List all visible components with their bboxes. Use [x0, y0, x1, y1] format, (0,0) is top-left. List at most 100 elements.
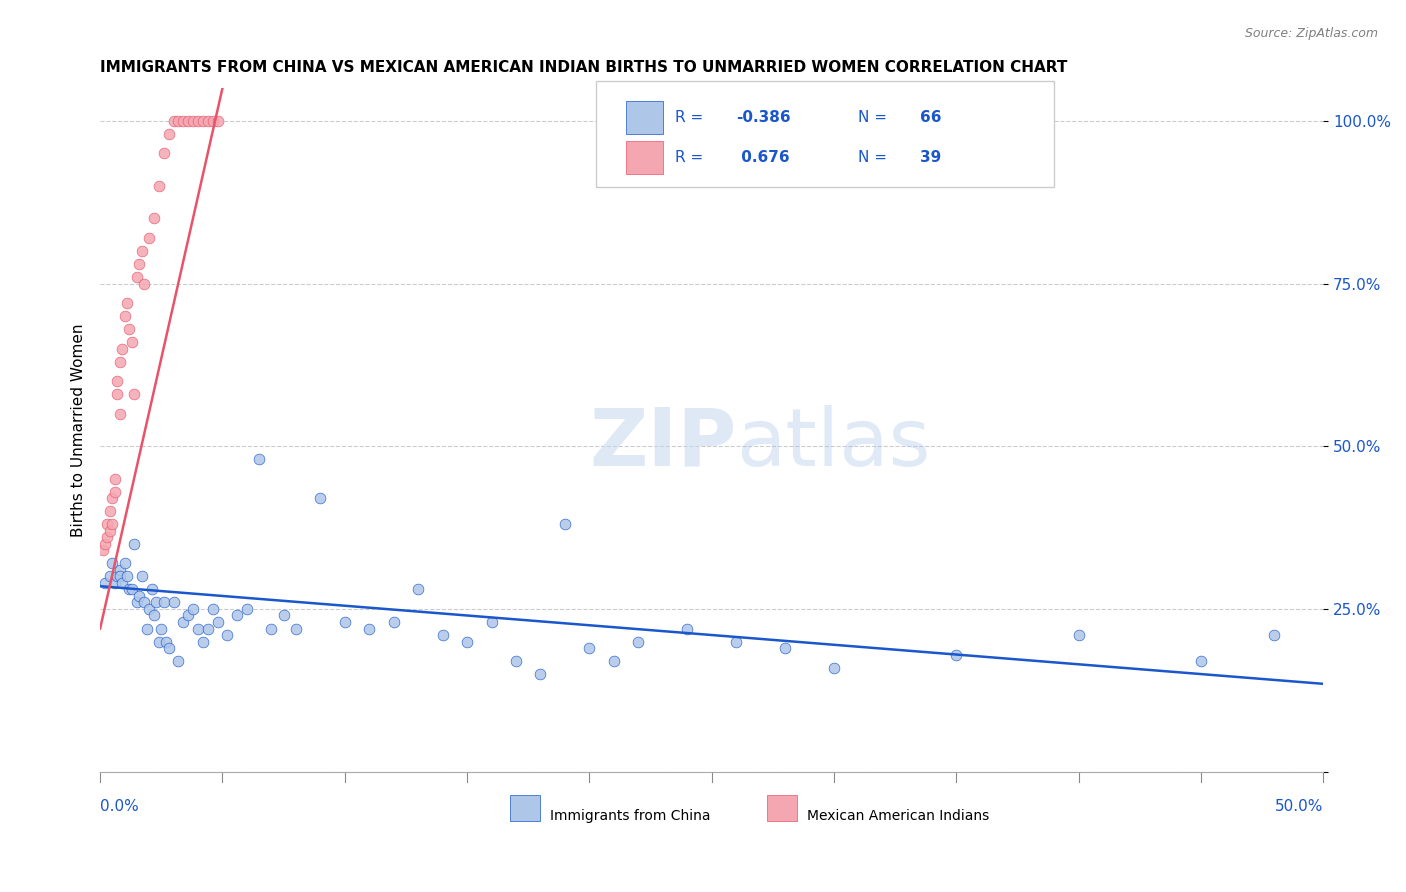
Point [676, 622, 699, 636]
Point [167, 113, 190, 128]
Point [456, 634, 478, 648]
Text: 39: 39 [920, 150, 941, 165]
Point [187, 622, 209, 636]
Point [105, 387, 128, 401]
Point [359, 622, 381, 636]
Bar [766, 795, 797, 821]
Text: 66: 66 [920, 110, 941, 125]
Point [197, 622, 219, 636]
Point [148, 634, 170, 648]
Point [150, 622, 173, 636]
Point [162, 595, 184, 609]
Text: R =: R = [675, 110, 709, 125]
Point [134, 595, 156, 609]
Point [1263, 628, 1285, 642]
Text: Immigrants from China: Immigrants from China [550, 809, 711, 823]
Point [128, 257, 150, 271]
Point [603, 654, 626, 668]
Point [207, 615, 229, 629]
Point [260, 622, 283, 636]
Text: N =: N = [859, 110, 893, 125]
Point [529, 667, 551, 681]
Point [94, 576, 117, 591]
Point [108, 354, 131, 368]
Point [138, 231, 160, 245]
Point [138, 602, 160, 616]
Point [98, 524, 121, 538]
Point [155, 634, 177, 648]
Point [115, 569, 138, 583]
Point [94, 537, 117, 551]
Text: 0.676: 0.676 [737, 150, 790, 165]
Point [197, 113, 219, 128]
Point [247, 452, 270, 467]
Point [98, 569, 121, 583]
Point [823, 660, 845, 674]
Point [191, 634, 214, 648]
Bar [510, 795, 540, 821]
Point [145, 595, 167, 609]
Point [505, 654, 527, 668]
Point [333, 615, 356, 629]
Point [162, 113, 184, 128]
Text: R =: R = [675, 150, 709, 165]
Point [181, 113, 204, 128]
Y-axis label: Births to Unmarried Women: Births to Unmarried Women [72, 323, 86, 537]
Point [104, 472, 127, 486]
Point [309, 491, 332, 506]
Point [96, 517, 118, 532]
Point [115, 296, 138, 310]
Point [124, 387, 146, 401]
Point [142, 608, 165, 623]
Point [105, 569, 128, 583]
Point [114, 557, 136, 571]
Point [111, 342, 134, 356]
Point [101, 517, 124, 532]
Point [108, 407, 131, 421]
Point [273, 608, 295, 623]
Point [725, 634, 748, 648]
Point [104, 576, 127, 591]
Text: N =: N = [859, 150, 893, 165]
Point [177, 608, 200, 623]
Point [152, 595, 174, 609]
Point [1189, 654, 1212, 668]
Text: IMMIGRANTS FROM CHINA VS MEXICAN AMERICAN INDIAN BIRTHS TO UNMARRIED WOMEN CORRE: IMMIGRANTS FROM CHINA VS MEXICAN AMERICA… [100, 60, 1067, 75]
Text: 50.0%: 50.0% [1275, 799, 1323, 814]
Point [172, 113, 194, 128]
Point [121, 582, 143, 597]
Point [157, 127, 180, 141]
Point [108, 569, 131, 583]
Point [432, 628, 454, 642]
Text: ZIP: ZIP [589, 405, 737, 483]
Point [207, 113, 229, 128]
Point [945, 648, 967, 662]
Text: atlas: atlas [737, 405, 931, 483]
Point [141, 582, 163, 597]
Point [167, 654, 190, 668]
Point [152, 146, 174, 161]
Point [125, 595, 148, 609]
Point [191, 113, 214, 128]
Point [128, 589, 150, 603]
Point [98, 504, 121, 518]
Point [101, 491, 124, 506]
Point [578, 640, 600, 655]
Point [481, 615, 503, 629]
Point [1067, 628, 1090, 642]
Point [131, 569, 153, 583]
Text: Source: ZipAtlas.com: Source: ZipAtlas.com [1244, 27, 1378, 40]
Point [108, 563, 131, 577]
Point [773, 640, 796, 655]
Point [96, 530, 118, 544]
Point [554, 517, 576, 532]
Point [382, 615, 405, 629]
Text: -0.386: -0.386 [737, 110, 790, 125]
Point [104, 484, 127, 499]
Point [91, 543, 114, 558]
Point [131, 244, 153, 258]
Point [101, 557, 124, 571]
Point [181, 602, 204, 616]
Point [201, 113, 224, 128]
Bar [626, 102, 662, 134]
